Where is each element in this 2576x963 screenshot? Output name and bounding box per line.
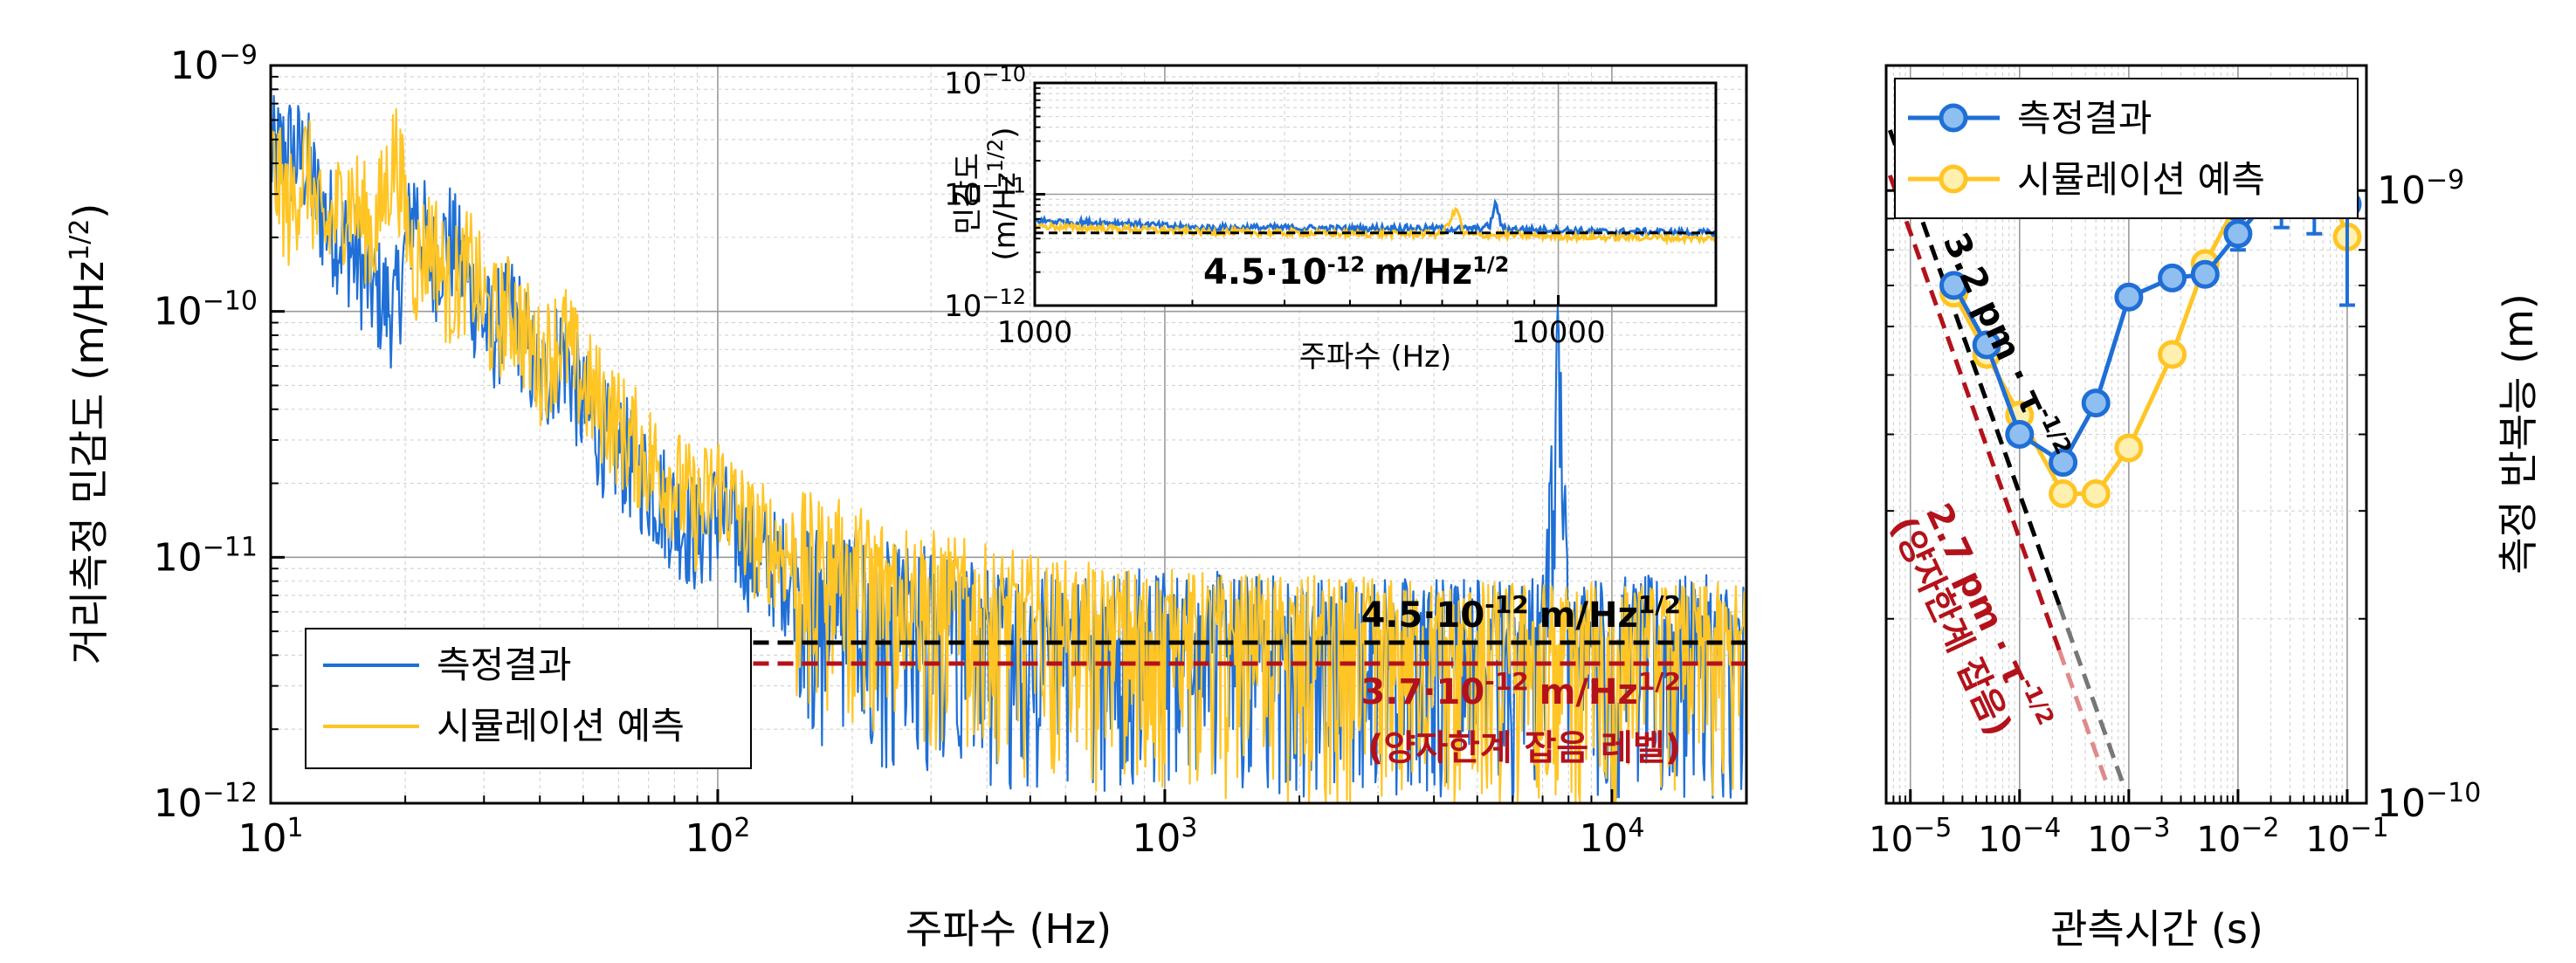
allan-data-point [2005, 420, 2035, 449]
allan-x-tick-label-4: 10−1 [2305, 813, 2388, 861]
allan-data-point [2158, 263, 2187, 292]
inset-y-tick-label-1: 10−11 [944, 174, 1026, 213]
allan-data-point [2049, 448, 2078, 478]
allan-data-point [1939, 271, 1968, 300]
allan-data-point [2081, 479, 2111, 508]
allan-guide-line-1 [1887, 174, 2062, 651]
allan-data-point [2081, 389, 2111, 418]
inset-y-axis-label-1: 민감도 [951, 153, 986, 235]
inset-y-tick-label-2: 10−10 [944, 62, 1026, 101]
main-legend-label-measured: 측정결과 [437, 643, 572, 686]
main-y-tick-label-3: 10−9 [170, 40, 258, 89]
allan-x-tick-label-0: 10−5 [1869, 813, 1952, 861]
allan-y-tick-label-1: 10−9 [2377, 165, 2464, 214]
inset-axes: 1000 10000 10−12 10−11 10−10 [944, 62, 1717, 350]
allan-legend-swatch-simulated-marker [1939, 164, 1968, 194]
ref-line-label-black: 4.5·10-12 m/Hz1/2 [1360, 590, 1681, 636]
ref-line-label-red-2: (양자한계 잡음 레벨) [1367, 728, 1681, 768]
inset-annotation: 4.5·10-12 m/Hz1/2 [1203, 252, 1509, 292]
inset-x-axis-label: 주파수 (Hz) [1299, 340, 1452, 375]
allan-x-tick-label-2: 10−3 [2087, 813, 2170, 861]
main-legend-label-simulated: 시뮬레이션 예측 [437, 705, 685, 747]
main-y-tick-label-2: 10−10 [154, 285, 258, 334]
main-legend-box [305, 628, 752, 769]
allan-y-tick-label-0: 10−10 [2377, 778, 2481, 827]
inset-y-axis-label-2: (m/Hz1/2) [983, 127, 1023, 260]
main-y-tick-label-0: 10−12 [154, 778, 258, 827]
allan-data-point [2114, 433, 2144, 463]
inset-chart: 1000 10000 10−12 10−11 10−10 민감도 (m/Hz1/2) 주… [944, 62, 1718, 375]
allan-axes: 10−5 10−4 10−3 10−2 10−110−10 10−9 [1869, 165, 2481, 860]
allan-legend: 측정결과 시뮬레이션 예측 [1894, 78, 2359, 219]
main-y-axis-label: 거리측정 민감도 (m/Hz1/2) [65, 203, 114, 665]
allan-legend-label-measured: 측정결과 [2017, 97, 2152, 140]
allan-x-tick-label-3: 10−2 [2196, 813, 2279, 861]
allan-data-point [1972, 330, 2001, 360]
main-x-tick-label-1: 102 [685, 813, 750, 862]
main-x-tick-label-0: 101 [238, 813, 303, 862]
main-axes: 101 102 103 104 10−12 10−11 10−10 10−9 [154, 40, 1747, 862]
allan-legend-swatch-measured-marker [1939, 103, 1968, 133]
allan-chart: 10−5 10−4 10−3 10−2 10−110−10 10−9 측정 반복능 (m)… [1869, 64, 2542, 953]
main-series-line-1 [269, 107, 1748, 805]
inset-x-tick-label-0: 1000 [997, 315, 1073, 350]
allan-data-point [2223, 219, 2253, 249]
allan-guide-line-fade-0 [2056, 603, 2127, 790]
allan-data-point [2049, 479, 2078, 508]
allan-data-point [2190, 259, 2220, 289]
inset-y-tick-label-0: 10−12 [944, 285, 1026, 324]
allan-x-axis-label: 관측시간 (s) [2050, 905, 2263, 953]
main-reference-lines [753, 640, 1746, 666]
main-legend: 측정결과 시뮬레이션 예측 [305, 628, 752, 769]
main-y-tick-label-1: 10−11 [154, 532, 258, 581]
allan-x-tick-label-1: 10−4 [1978, 813, 2061, 861]
main-plot-frame [269, 64, 1748, 805]
main-series [269, 94, 1748, 805]
inset-series-line-0 [1034, 197, 1716, 239]
main-x-tick-label-3: 104 [1579, 813, 1644, 862]
main-x-axis-label: 주파수 (Hz) [906, 905, 1112, 953]
ref-line-label-red: 3.7·10-12 m/Hz1/2 [1360, 667, 1681, 713]
allan-data-point [2158, 340, 2187, 369]
allan-data-point [2114, 282, 2144, 312]
allan-legend-box [1894, 78, 2359, 219]
main-x-tick-label-2: 103 [1132, 813, 1197, 862]
inset-x-tick-label-1: 10000 [1511, 315, 1605, 350]
allan-y-axis-label: 측정 반복능 (m) [2495, 293, 2542, 574]
allan-legend-label-simulated: 시뮬레이션 예측 [2017, 158, 2265, 201]
